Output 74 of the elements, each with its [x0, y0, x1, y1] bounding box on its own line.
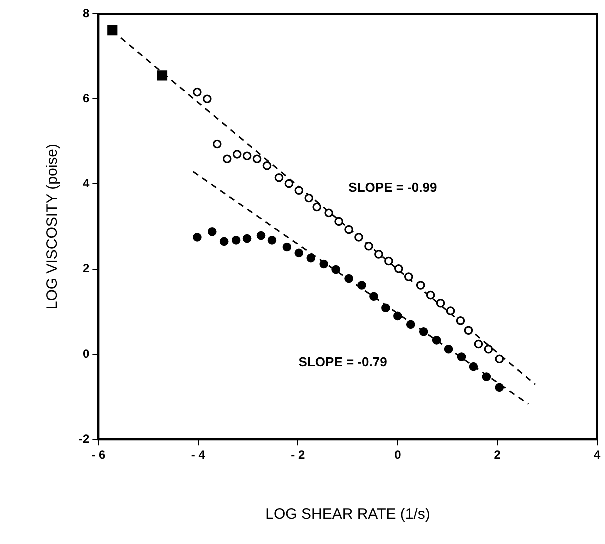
point [469, 362, 478, 372]
point [256, 231, 266, 240]
point [344, 274, 354, 284]
point [274, 173, 284, 182]
point [474, 340, 484, 349]
x-tick-label: 0 [394, 448, 402, 462]
point [382, 304, 390, 312]
point [457, 352, 466, 362]
point [262, 162, 272, 170]
point [208, 228, 217, 236]
point [384, 256, 394, 266]
point [344, 225, 354, 234]
point [222, 154, 232, 164]
point [193, 233, 202, 242]
point [364, 242, 374, 251]
point [394, 312, 402, 321]
point [358, 281, 366, 290]
point [495, 383, 504, 392]
point [404, 272, 414, 282]
point [416, 281, 426, 290]
point [456, 316, 466, 326]
point [484, 344, 494, 354]
point [406, 320, 416, 330]
point [193, 88, 202, 97]
point [324, 208, 334, 218]
point [157, 70, 168, 81]
x-tick-label: - 6 [92, 448, 106, 462]
point [444, 344, 454, 354]
y-tick-label: 2 [82, 262, 90, 276]
point [294, 186, 304, 196]
annotation: SLOPE = -0.99 [348, 180, 438, 196]
point [374, 250, 384, 259]
point [332, 265, 340, 274]
y-tick-label: 6 [82, 91, 90, 106]
point [232, 236, 241, 245]
y-axis-title: LOG VISCOSITY (poise) [44, 144, 62, 310]
point [446, 306, 456, 316]
point [294, 248, 304, 258]
point [242, 152, 252, 161]
point [426, 290, 436, 300]
point [320, 260, 328, 269]
point [252, 154, 262, 164]
point [312, 202, 322, 212]
point [232, 150, 242, 159]
y-tick-label: 8 [82, 6, 90, 20]
point [495, 354, 504, 364]
x-tick-label: 2 [494, 448, 502, 462]
point [334, 217, 344, 226]
annotation: SLOPE = -0.79 [298, 354, 388, 370]
point [419, 328, 428, 336]
point [242, 234, 252, 244]
point [306, 254, 316, 263]
point [108, 26, 118, 36]
point [284, 179, 294, 188]
point [436, 299, 446, 308]
x-axis-title: LOG SHEAR RATE (1/s) [266, 506, 430, 524]
point [212, 140, 222, 149]
point [282, 242, 292, 252]
point [464, 326, 474, 336]
y-tick-label: 0 [82, 346, 90, 361]
point [268, 236, 277, 245]
point [304, 194, 314, 203]
point [394, 264, 404, 274]
point [220, 237, 229, 246]
point [482, 372, 492, 382]
point [354, 233, 364, 242]
point [370, 292, 378, 301]
x-tick-label: 4 [594, 448, 602, 462]
point [432, 336, 442, 345]
point [202, 94, 212, 104]
x-tick-label: - 2 [291, 448, 306, 462]
y-tick-label: 4 [82, 176, 90, 191]
x-tick-label: - 4 [191, 448, 206, 462]
y-tick-label: -2 [79, 432, 90, 446]
